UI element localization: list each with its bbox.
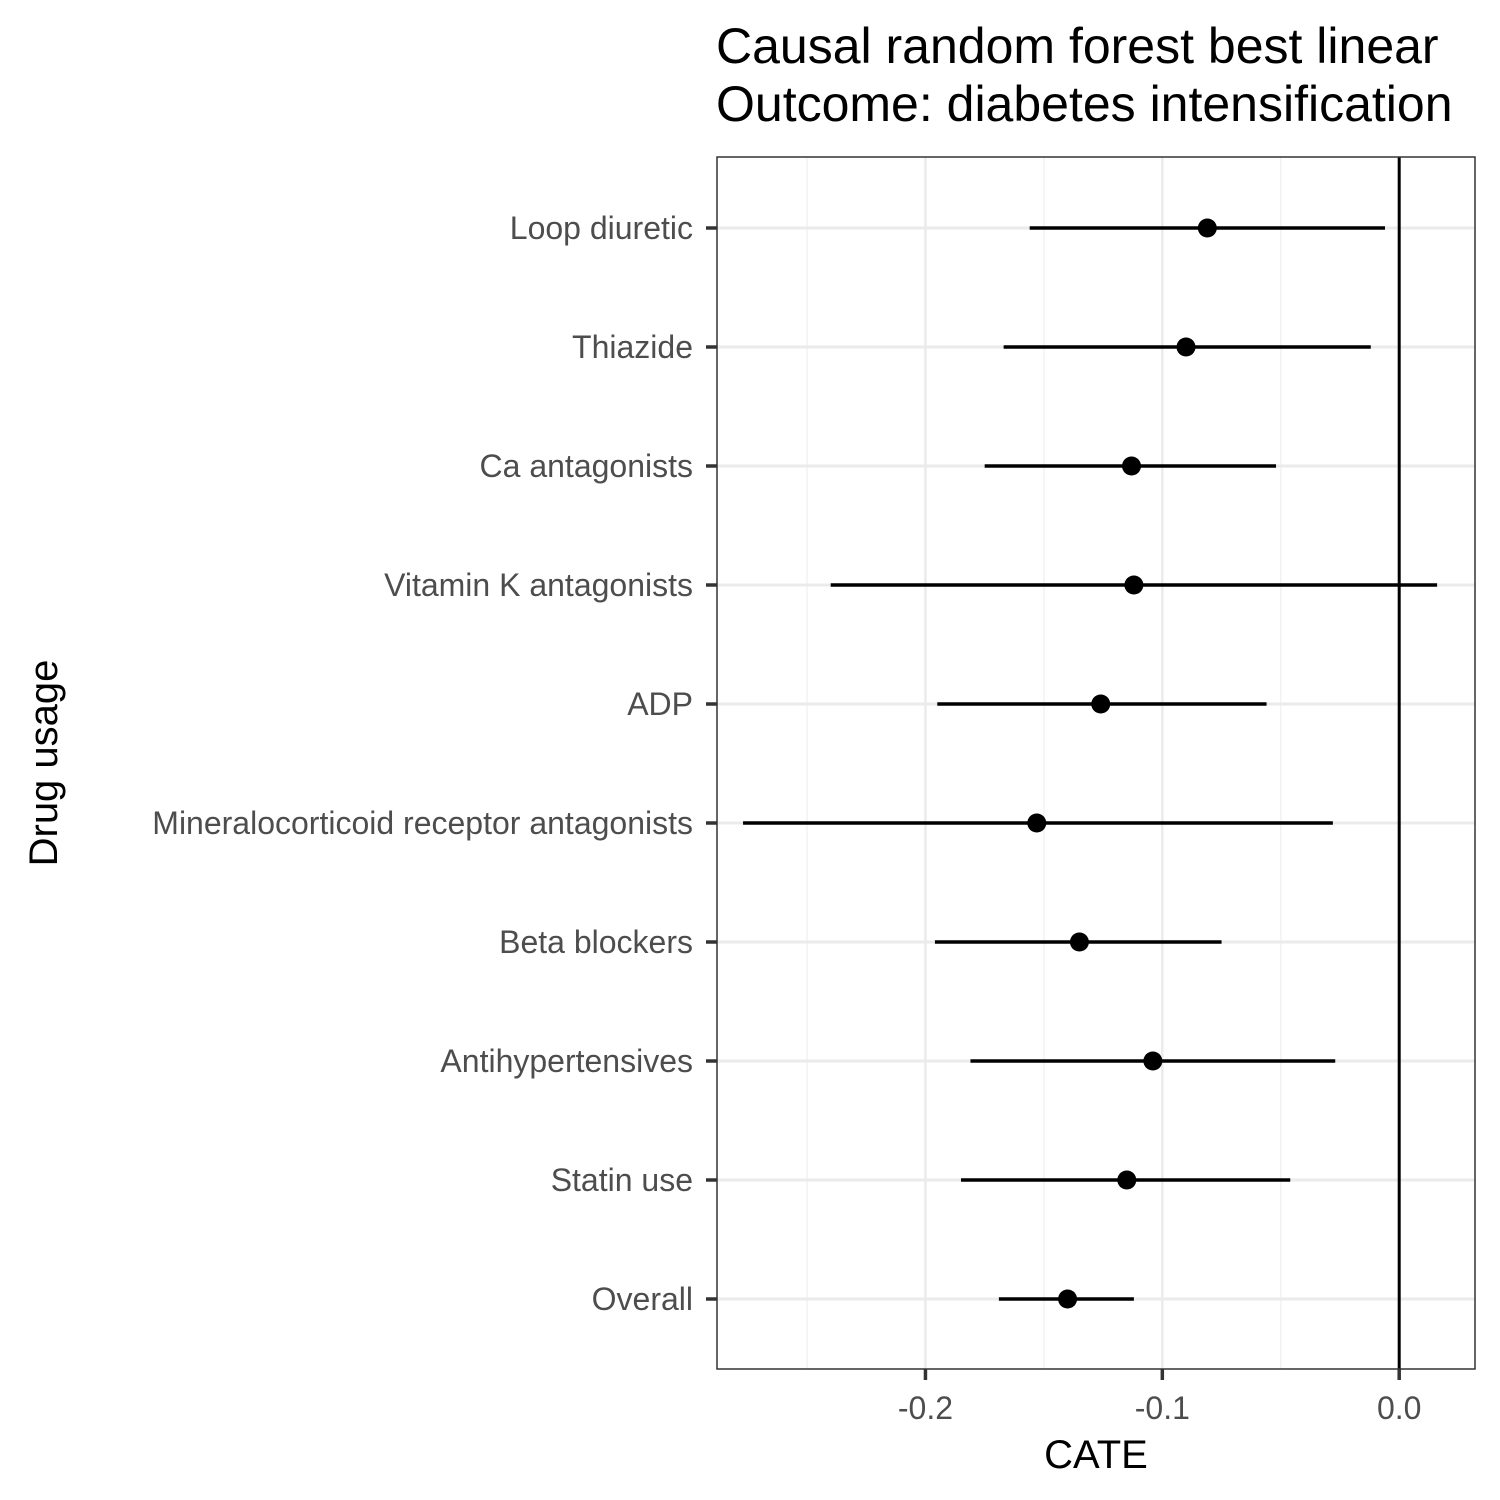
estimate-point xyxy=(1117,1170,1137,1190)
y-axis: Loop diuretic Thiazide Ca antagonists Vitam… xyxy=(152,210,717,1317)
y-tick-label: Mineralocorticoid receptor antagonists xyxy=(152,805,693,841)
y-tick-label: Ca antagonists xyxy=(480,448,693,484)
x-axis-title: CATE xyxy=(1044,1433,1148,1477)
y-tick-label: Overall xyxy=(592,1281,693,1317)
x-tick-label: -0.1 xyxy=(1135,1390,1190,1426)
y-tick-label: ADP xyxy=(627,686,693,722)
y-tick-label: Beta blockers xyxy=(499,924,693,960)
x-tick-label: 0.0 xyxy=(1377,1390,1421,1426)
y-axis-title: Drug usage xyxy=(22,660,66,867)
plot-panel-border xyxy=(716,156,1476,1370)
y-tick-label: Vitamin K antagonists xyxy=(384,567,693,603)
estimate-point xyxy=(1197,218,1217,238)
estimate-point xyxy=(1176,337,1196,357)
estimate-point xyxy=(1124,575,1144,595)
plot-panel-background xyxy=(717,157,1475,1369)
estimate-marks xyxy=(743,218,1438,1309)
estimate-point xyxy=(1122,456,1142,476)
estimate-point xyxy=(1069,932,1089,952)
estimate-point xyxy=(1143,1051,1163,1071)
y-tick-label: Loop diuretic xyxy=(510,210,693,246)
x-axis: -0.2 -0.1 0.0 xyxy=(898,1369,1421,1426)
chart-title: Causal random forest best linear Outcome… xyxy=(716,18,1453,132)
estimate-point xyxy=(1027,813,1047,833)
x-tick-label: -0.2 xyxy=(898,1390,953,1426)
estimate-point xyxy=(1058,1289,1078,1309)
y-tick-label: Statin use xyxy=(551,1162,693,1198)
estimate-point xyxy=(1091,694,1111,714)
chart-title-line-2: Outcome: diabetes intensification xyxy=(716,76,1453,132)
y-tick-label: Antihypertensives xyxy=(440,1043,693,1079)
y-tick-label: Thiazide xyxy=(572,329,693,365)
chart-title-line-1: Causal random forest best linear xyxy=(716,18,1439,74)
